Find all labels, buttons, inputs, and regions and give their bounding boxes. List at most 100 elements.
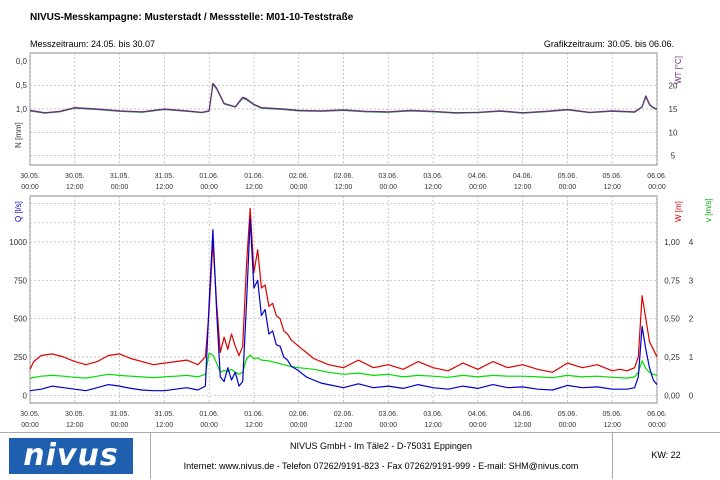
lower-chart-frame (29, 195, 658, 404)
x-tick-label-time: 12:00 (424, 422, 442, 429)
x-tick-label-date: 31.05. (155, 173, 175, 180)
x-tick-label-date: 03.06. (423, 411, 443, 418)
x-tick-label-time: 00:00 (290, 422, 308, 429)
x-tick-label-time: 12:00 (245, 184, 263, 191)
x-tick-label-time: 12:00 (245, 422, 263, 429)
x-tick-label-date: 02.06. (289, 173, 309, 180)
logo-text: nivus (23, 438, 119, 473)
x-tick-label-time: 00:00 (200, 422, 218, 429)
y-tick-label-v: 1 (689, 353, 694, 362)
x-tick-label-date: 04.06. (468, 411, 488, 418)
x-tick-label-time: 12:00 (156, 422, 174, 429)
series-line-level (29, 82, 658, 114)
y-tick-label-v: 4 (689, 238, 694, 247)
x-tick-label-time: 00:00 (380, 422, 398, 429)
x-tick-label-time: 00:00 (648, 184, 666, 191)
x-tick-label-date: 31.05. (110, 411, 130, 418)
y-tick-label-w: 0,00 (664, 391, 680, 400)
nivus-logo: nivus (9, 438, 133, 474)
y-axis-label-left: N [mm] (14, 122, 23, 148)
y-tick-label-left: 1000 (9, 238, 27, 247)
x-tick-label-time: 00:00 (380, 184, 398, 191)
x-tick-label-time: 00:00 (21, 422, 39, 429)
x-tick-label-time: 12:00 (424, 184, 442, 191)
x-tick-label-date: 01.06. (199, 173, 219, 180)
y-tick-label-left: 250 (14, 353, 28, 362)
x-tick-label-date: 03.06. (379, 411, 399, 418)
x-tick-label-time: 12:00 (335, 184, 353, 191)
y-axis-label-left: Q [l/s] (14, 201, 23, 222)
y-tick-label-left: 0,0 (16, 57, 28, 66)
x-tick-label-date: 02.06. (289, 411, 309, 418)
page-title: NIVUS-Messkampagne: Musterstadt / Messst… (30, 12, 354, 23)
x-tick-label-date: 04.06. (513, 411, 533, 418)
y-tick-label-left: 0 (23, 391, 28, 400)
x-tick-label-date: 06.06. (647, 173, 667, 180)
y-tick-label-right: 15 (669, 105, 678, 114)
y-tick-label-left: 500 (14, 315, 28, 324)
x-tick-label-date: 06.06. (647, 411, 667, 418)
x-tick-label-time: 00:00 (648, 422, 666, 429)
x-tick-label-date: 03.06. (379, 173, 399, 180)
y-tick-label-w: 0,25 (664, 353, 680, 362)
x-tick-label-time: 00:00 (559, 184, 577, 191)
footer (0, 432, 720, 480)
x-tick-label-date: 01.06. (244, 411, 264, 418)
x-tick-label-date: 02.06. (334, 173, 354, 180)
x-tick-label-date: 05.06. (558, 411, 578, 418)
x-tick-label-date: 31.05. (110, 173, 130, 180)
x-tick-label-time: 12:00 (514, 422, 532, 429)
y-axis-label-v: v [m/s] (704, 198, 713, 222)
x-tick-label-date: 05.06. (602, 411, 622, 418)
y-tick-label-left: 750 (14, 276, 28, 285)
x-tick-label-date: 05.06. (558, 173, 578, 180)
calendar-week: KW: 22 (651, 450, 681, 460)
x-tick-label-time: 12:00 (603, 422, 621, 429)
footer-divider (150, 432, 151, 479)
x-tick-label-time: 12:00 (156, 184, 174, 191)
x-tick-label-date: 01.06. (244, 173, 264, 180)
footer-divider (612, 432, 613, 479)
y-tick-label-v: 0 (689, 391, 694, 400)
graphic-period: Grafikzeitraum: 30.05. bis 06.06. (543, 39, 674, 49)
x-tick-label-time: 00:00 (469, 184, 487, 191)
y-tick-label-left: 0,5 (16, 81, 28, 90)
x-tick-label-date: 31.05. (155, 411, 175, 418)
x-tick-label-date: 04.06. (468, 173, 488, 180)
x-tick-label-date: 01.06. (199, 411, 219, 418)
x-tick-label-time: 12:00 (335, 422, 353, 429)
measurement-period: Messzeitraum: 24.05. bis 30.07 (30, 39, 156, 49)
x-tick-label-time: 00:00 (469, 422, 487, 429)
x-tick-label-date: 03.06. (423, 173, 443, 180)
x-tick-label-time: 12:00 (514, 184, 532, 191)
y-tick-label-right: 5 (671, 152, 676, 161)
y-tick-label-right: 10 (669, 128, 678, 137)
y-axis-label-right: WT [°C] (674, 56, 683, 84)
x-tick-label-date: 30.05. (20, 411, 40, 418)
x-tick-label-time: 00:00 (111, 422, 129, 429)
x-tick-label-date: 02.06. (334, 411, 354, 418)
series-line-v (29, 352, 658, 379)
y-tick-label-v: 3 (689, 276, 694, 285)
y-tick-label-v: 2 (689, 315, 694, 324)
x-tick-label-time: 00:00 (21, 184, 39, 191)
y-tick-label-w: 0,75 (664, 276, 680, 285)
x-tick-label-date: 30.05. (65, 411, 85, 418)
y-tick-label-w: 0,50 (664, 315, 680, 324)
x-tick-label-date: 30.05. (20, 173, 40, 180)
y-tick-label-w: 1,00 (664, 238, 680, 247)
series-line-w (29, 207, 658, 373)
footer-address: NIVUS GmbH - Im Täle2 - D-75031 Eppingen (290, 441, 472, 451)
series-line-q (29, 218, 658, 392)
x-tick-label-time: 00:00 (200, 184, 218, 191)
x-tick-label-date: 30.05. (65, 173, 85, 180)
x-tick-label-time: 12:00 (66, 184, 84, 191)
footer-contact: Internet: www.nivus.de - Telefon 07262/9… (183, 461, 579, 471)
x-tick-label-time: 00:00 (559, 422, 577, 429)
x-tick-label-date: 05.06. (602, 173, 622, 180)
y-tick-label-right: 20 (669, 82, 678, 91)
x-tick-label-time: 00:00 (111, 184, 129, 191)
x-tick-label-time: 00:00 (290, 184, 308, 191)
x-tick-label-date: 04.06. (513, 173, 533, 180)
x-tick-label-time: 12:00 (603, 184, 621, 191)
